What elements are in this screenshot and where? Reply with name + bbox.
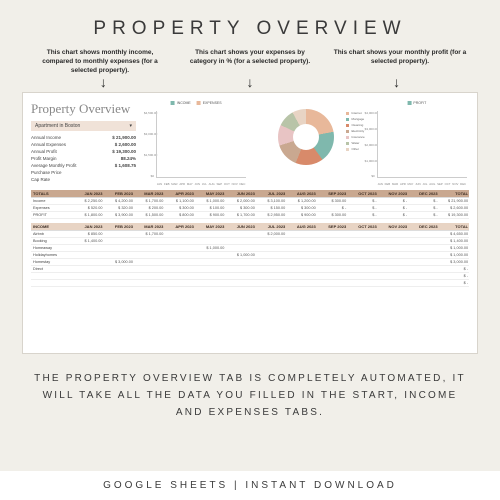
description-text: THE PROPERTY OVERVIEW TAB IS COMPLETELY … (0, 354, 500, 421)
table-row: $ - (31, 280, 469, 287)
table-row: Homestay$ 3,000.00$ 3,000.00 (31, 259, 469, 266)
stat-row: Annual Expenses$ 2,600.00 (31, 141, 136, 148)
totals-table: TOTALSJAN 2023FEB 2023MAR 2023APR 2023MA… (31, 190, 469, 219)
donut-legend-item: Mortgage (346, 117, 364, 121)
income-table: INCOMEJAN 2023FEB 2023MAR 2023APR 2023MA… (31, 223, 469, 287)
legend-item: EXPENSES (197, 101, 222, 105)
callout-1: This chart shows monthly income, compare… (33, 48, 168, 75)
arrow-down-icon: ↓ (182, 77, 317, 88)
chevron-down-icon: ▾ (129, 123, 132, 129)
callout-row: This chart shows monthly income, compare… (0, 48, 500, 75)
stat-row: Profit Margin88.24% (31, 155, 136, 162)
callout-3: This chart shows your monthly profit (fo… (333, 48, 468, 75)
table-row: Direct$ - (31, 266, 469, 273)
table-row: Booking$ 1,400.00$ 1,400.00 (31, 238, 469, 245)
legend-item: PROFIT (407, 101, 426, 105)
income-header-row: INCOMEJAN 2023FEB 2023MAR 2023APR 2023MA… (31, 223, 469, 231)
table-row: $ - (31, 273, 469, 280)
summary-panel: Property Overview Apartment in Boston ▾ … (31, 101, 136, 186)
donut-legend-item: Internet (346, 111, 364, 115)
page-title: PROPERTY OVERVIEW (0, 0, 500, 48)
profit-chart: PROFIT $4,000.00$3,000.00$2,000.00$1,000… (365, 101, 469, 186)
arrow-row: ↓ ↓ ↓ (0, 75, 500, 92)
table-row: PROFIT$ 1,800.00$ 3,900.00$ 1,500.00$ 80… (31, 212, 469, 219)
property-dropdown[interactable]: Apartment in Boston ▾ (31, 121, 136, 131)
stat-row: Average Monthly Profit$ 1,608.75 (31, 162, 136, 169)
donut-legend-item: Water (346, 141, 364, 145)
arrow-down-icon: ↓ (36, 77, 171, 88)
donut-legend-item: Cleaning (346, 123, 364, 127)
arrow-down-icon: ↓ (329, 77, 464, 88)
table-row: Expenses$ 520.00$ 320.00$ 200.00$ 300.00… (31, 205, 469, 212)
table-row: Holidayhomes$ 1,000.00$ 1,000.00 (31, 252, 469, 259)
table-row: Homeaway$ 1,000.00$ 1,000.00 (31, 245, 469, 252)
donut-legend-item: Other (346, 147, 364, 151)
stat-row: Cap Rate (31, 176, 136, 183)
table-row: Income$ 2,250.00$ 4,200.00$ 1,700.00$ 1,… (31, 198, 469, 205)
stat-row: Annual Income$ 21,900.00 (31, 134, 136, 141)
expense-donut-chart: InternetMortgageCleaningElectricityInsur… (254, 101, 358, 186)
sheet-script-title: Property Overview (31, 101, 136, 117)
stat-row: Annual Profit$ 19,300.00 (31, 148, 136, 155)
legend-item: INCOME (171, 101, 191, 105)
totals-header-row: TOTALSJAN 2023FEB 2023MAR 2023APR 2023MA… (31, 190, 469, 198)
callout-2: This chart shows your expenses by catego… (183, 48, 318, 75)
dropdown-label: Apartment in Boston (35, 123, 80, 129)
spreadsheet-preview: Property Overview Apartment in Boston ▾ … (22, 92, 478, 354)
table-row: Airbnb$ 850.00$ 1,700.00$ 2,000.00$ 4,65… (31, 231, 469, 238)
donut-legend-item: Electricity (346, 129, 364, 133)
donut-legend-item: Insurance (346, 135, 364, 139)
stat-row: Purchase Price (31, 169, 136, 176)
footer-bar: GOOGLE SHEETS | INSTANT DOWNLOAD (0, 471, 500, 500)
income-expense-chart: INCOMEEXPENSES $4,500.00$3,000.00$1,500.… (144, 101, 248, 186)
